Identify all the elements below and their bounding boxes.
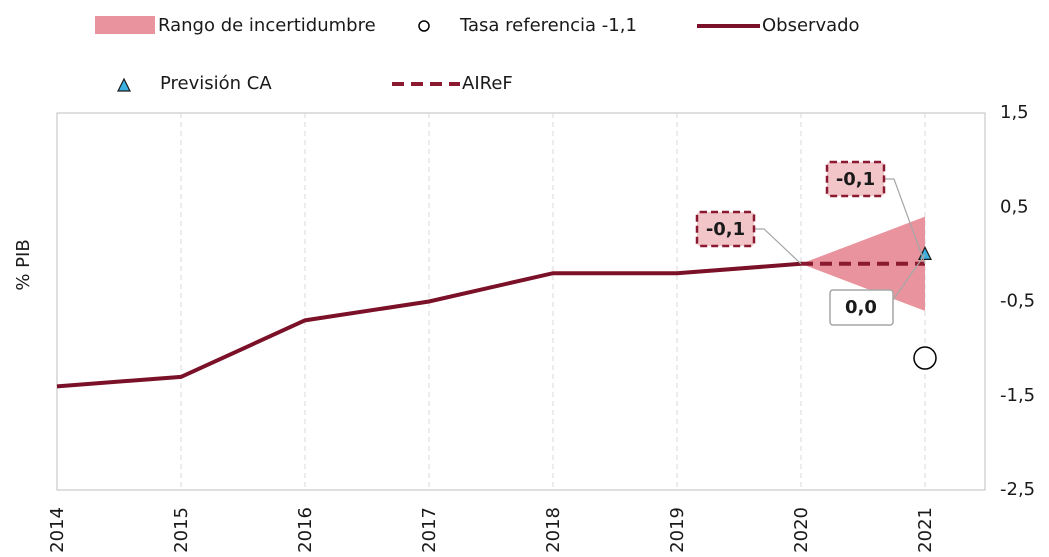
legend-label: Rango de incertidumbre <box>158 15 376 36</box>
plot-frame <box>56 112 986 491</box>
leader-line <box>892 254 926 301</box>
legend-label: Tasa referencia -1,1 <box>459 15 637 36</box>
marker-circle <box>418 20 430 32</box>
label-box <box>829 289 894 326</box>
legend-label: Previsión CA <box>160 73 272 94</box>
y-axis-label: % PIB <box>13 239 34 290</box>
y-tick-label: 0,5 <box>1000 196 1029 217</box>
x-tick-label: 2019 <box>667 507 688 553</box>
label-box <box>695 210 756 248</box>
legend-label: Observado <box>762 15 860 36</box>
data-label: -0,1 <box>706 219 745 240</box>
x-tick-label: 2021 <box>915 507 936 553</box>
legend-label: AIReF <box>462 73 513 94</box>
x-tick-label: 2018 <box>543 507 564 553</box>
x-tick-label: 2014 <box>47 507 68 553</box>
y-tick-label: -1,5 <box>1000 385 1035 406</box>
y-tick-label: -2,5 <box>1000 479 1035 500</box>
leader-line <box>754 228 802 265</box>
x-tick-label: 2020 <box>791 507 812 553</box>
y-tick-label: 1,5 <box>1000 102 1029 123</box>
x-tick-label: 2016 <box>295 507 316 553</box>
label-box <box>825 160 886 198</box>
marker-triangle <box>117 77 131 92</box>
line-solid <box>56 261 802 389</box>
x-tick-label: 2017 <box>419 507 440 553</box>
x-tick-label: 2015 <box>171 507 192 553</box>
legend-swatch <box>95 16 155 34</box>
marker-circle <box>913 346 937 370</box>
data-label: 0,0 <box>845 297 877 318</box>
leader-line <box>884 178 926 265</box>
data-label: -0,1 <box>836 169 875 190</box>
y-tick-label: -0,5 <box>1000 291 1035 312</box>
